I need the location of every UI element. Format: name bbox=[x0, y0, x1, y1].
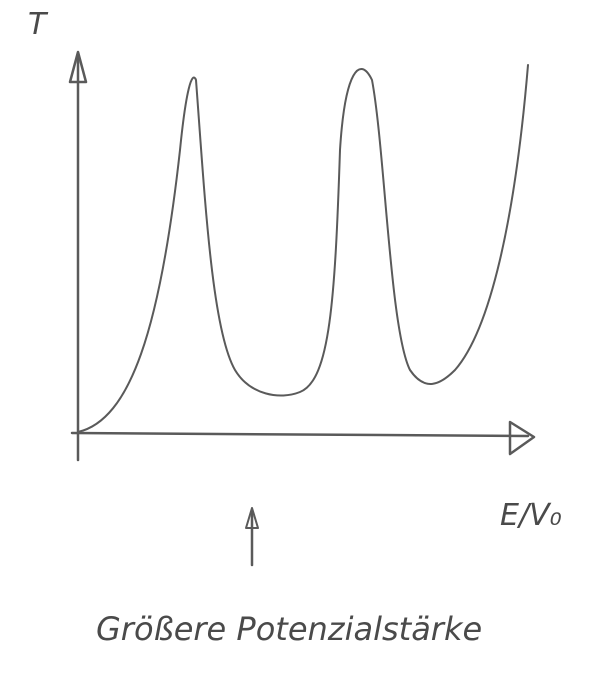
page: {"axis_labels": {"y": "T", "x": "E/V₀"},… bbox=[0, 0, 598, 685]
y-axis-label: T bbox=[28, 7, 49, 42]
x-axis-label: E/V₀ bbox=[500, 498, 562, 533]
x-axis bbox=[72, 433, 528, 436]
caption: Größere Potenzialstärke bbox=[96, 610, 482, 648]
transmission-curve bbox=[78, 65, 528, 432]
x-axis-arrow bbox=[510, 422, 534, 454]
sketch: T E/V₀ Größere Potenzialstärke bbox=[0, 0, 598, 685]
